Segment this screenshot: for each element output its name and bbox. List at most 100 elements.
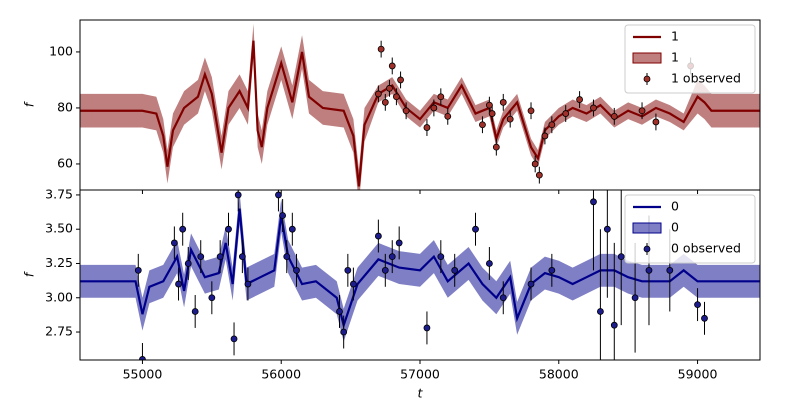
observed-point <box>238 253 246 261</box>
observed-point <box>631 294 639 302</box>
y-tick-label: 2.75 <box>45 324 73 339</box>
observed-point <box>603 225 611 233</box>
legend-label: 1 <box>671 29 679 44</box>
observed-point <box>617 253 625 261</box>
observed-point <box>175 280 182 288</box>
observed-point <box>293 266 300 274</box>
mean-line <box>80 208 760 330</box>
observed-point <box>134 266 142 274</box>
legend-swatch <box>643 75 651 83</box>
observed-point <box>388 62 396 70</box>
observed-point <box>548 266 556 274</box>
observed-point <box>395 239 403 247</box>
x-tick-label: 58000 <box>539 367 579 382</box>
observed-point <box>170 239 178 247</box>
observed-point <box>492 143 500 151</box>
observed-point <box>197 253 205 261</box>
legend-swatch <box>632 52 662 64</box>
observed-point <box>374 232 382 240</box>
x-tick-label: 57000 <box>400 367 440 382</box>
observed-point <box>506 115 514 123</box>
observed-point <box>485 260 493 267</box>
y-tick-label: 80 <box>57 99 73 114</box>
x-tick-label: 56000 <box>261 367 301 382</box>
observed-point <box>531 160 539 168</box>
observed-point <box>541 132 549 140</box>
observed-point <box>139 356 146 360</box>
y-tick-label: 3.75 <box>45 186 73 201</box>
y-tick-label: 3.00 <box>45 289 73 304</box>
observed-point <box>216 253 224 261</box>
y-axis-label: f <box>22 271 37 277</box>
observed-point <box>430 104 438 112</box>
legend-label: 1 <box>671 50 679 65</box>
legend-label: 0 <box>671 220 679 235</box>
observed-point <box>652 118 660 126</box>
observed-point <box>423 324 431 332</box>
observed-point <box>437 253 445 261</box>
observed-point <box>388 253 396 261</box>
observed-point <box>288 225 296 233</box>
legend-box <box>624 24 756 94</box>
legend-swatch <box>643 245 651 253</box>
observed-point <box>386 84 393 92</box>
observed-point <box>638 107 646 115</box>
observed-point <box>597 308 604 315</box>
observed-point <box>184 260 192 267</box>
x-tick-label: 59000 <box>678 367 718 382</box>
observed-point <box>444 112 452 120</box>
confidence-band <box>80 192 760 342</box>
observed-point <box>340 328 348 336</box>
observed-point <box>279 212 287 219</box>
observed-point <box>701 314 708 322</box>
observed-point <box>374 90 382 98</box>
observed-point <box>499 294 507 302</box>
observed-point <box>225 225 232 233</box>
legend-label: 0 <box>671 199 679 214</box>
observed-point <box>244 280 252 288</box>
observed-point <box>234 191 242 199</box>
observed-point <box>472 225 479 233</box>
observed-point <box>381 266 389 274</box>
observed-point <box>666 266 674 274</box>
x-axis-label: t <box>418 386 424 400</box>
observed-point <box>645 266 653 274</box>
observed-point <box>535 171 543 179</box>
observed-point <box>336 308 343 315</box>
observed-point <box>437 93 445 101</box>
observed-point <box>397 76 404 84</box>
legend-box <box>624 194 756 264</box>
observed-point <box>590 198 597 206</box>
observed-point <box>527 280 535 288</box>
observed-point <box>393 93 400 101</box>
observed-point <box>576 96 583 103</box>
observed-point <box>527 107 535 115</box>
observed-point <box>610 112 618 120</box>
observed-point <box>381 98 389 106</box>
observed-point <box>548 121 556 129</box>
y-tick-label: 3.50 <box>45 221 73 236</box>
y-tick-label: 100 <box>49 43 73 58</box>
observed-point <box>230 335 238 343</box>
observed-point <box>377 45 385 53</box>
observed-point <box>488 110 496 117</box>
legend-label: 1 observed <box>671 71 741 86</box>
observed-point <box>275 191 282 199</box>
observed-point <box>283 253 291 261</box>
y-tick-label: 3.25 <box>45 255 73 270</box>
observed-point <box>349 280 357 288</box>
observed-point <box>344 266 352 274</box>
observed-point <box>402 107 410 115</box>
observed-point <box>191 308 199 315</box>
observed-point <box>479 121 486 129</box>
observed-point <box>179 225 187 233</box>
legend-swatch <box>632 222 662 234</box>
y-axis-label: f <box>22 101 37 107</box>
observed-point <box>208 294 216 302</box>
observed-point <box>590 104 597 112</box>
confidence-band <box>80 23 760 190</box>
x-tick-label: 55000 <box>123 367 163 382</box>
observed-point <box>562 110 570 117</box>
observed-point <box>499 98 507 106</box>
